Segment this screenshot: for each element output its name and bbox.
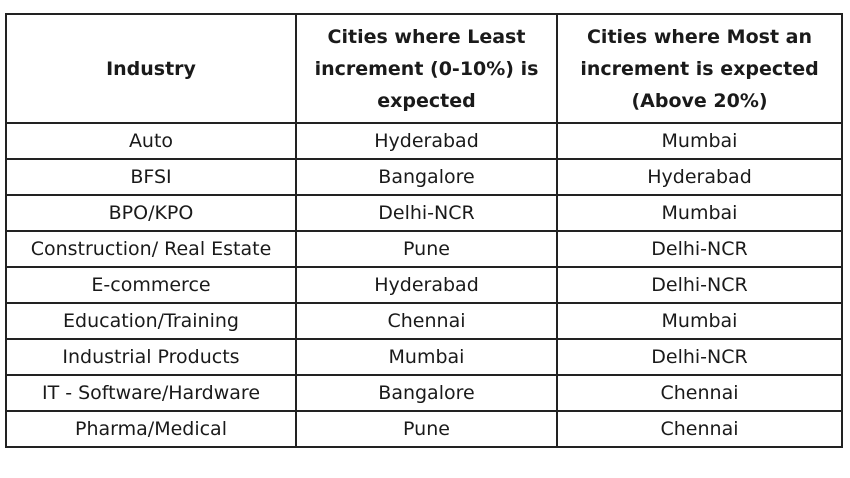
header-least-increment-cities: Cities where Least increment (0-10%) is … <box>295 13 558 124</box>
most-city-cell: Chennai <box>556 410 843 448</box>
table-row: Pharma/Medical Pune Chennai <box>5 410 843 448</box>
least-city-cell: Mumbai <box>295 338 558 376</box>
header-most-increment-cities: Cities where Most an increment is expect… <box>556 13 843 124</box>
industry-cell: Auto <box>5 122 297 160</box>
most-city-cell: Hyderabad <box>556 158 843 196</box>
table-row: E-commerce Hyderabad Delhi-NCR <box>5 266 843 304</box>
header-industry: Industry <box>5 13 297 124</box>
most-city-cell: Delhi-NCR <box>556 338 843 376</box>
least-city-cell: Delhi-NCR <box>295 194 558 232</box>
industry-cell: IT - Software/Hardware <box>5 374 297 412</box>
least-city-cell: Chennai <box>295 302 558 340</box>
industry-cell: Education/Training <box>5 302 297 340</box>
industry-cell: Construction/ Real Estate <box>5 230 297 268</box>
most-city-cell: Mumbai <box>556 122 843 160</box>
least-city-cell: Pune <box>295 410 558 448</box>
most-city-cell: Chennai <box>556 374 843 412</box>
table-row: Auto Hyderabad Mumbai <box>5 122 843 160</box>
most-city-cell: Mumbai <box>556 194 843 232</box>
table-row: Construction/ Real Estate Pune Delhi-NCR <box>5 230 843 268</box>
industry-cell: BFSI <box>5 158 297 196</box>
table-row: IT - Software/Hardware Bangalore Chennai <box>5 374 843 412</box>
most-city-cell: Delhi-NCR <box>556 266 843 304</box>
industry-cell: Pharma/Medical <box>5 410 297 448</box>
table-row: Education/Training Chennai Mumbai <box>5 302 843 340</box>
industry-cell: Industrial Products <box>5 338 297 376</box>
header-row: Industry Cities where Least increment (0… <box>5 13 843 124</box>
industry-cell: BPO/KPO <box>5 194 297 232</box>
table-row: Industrial Products Mumbai Delhi-NCR <box>5 338 843 376</box>
most-city-cell: Delhi-NCR <box>556 230 843 268</box>
increment-table: Industry Cities where Least increment (0… <box>5 13 843 448</box>
least-city-cell: Bangalore <box>295 158 558 196</box>
industry-cell: E-commerce <box>5 266 297 304</box>
table-row: BFSI Bangalore Hyderabad <box>5 158 843 196</box>
most-city-cell: Mumbai <box>556 302 843 340</box>
least-city-cell: Hyderabad <box>295 266 558 304</box>
least-city-cell: Hyderabad <box>295 122 558 160</box>
table-row: BPO/KPO Delhi-NCR Mumbai <box>5 194 843 232</box>
increment-table-container: Industry Cities where Least increment (0… <box>5 13 843 448</box>
least-city-cell: Bangalore <box>295 374 558 412</box>
least-city-cell: Pune <box>295 230 558 268</box>
